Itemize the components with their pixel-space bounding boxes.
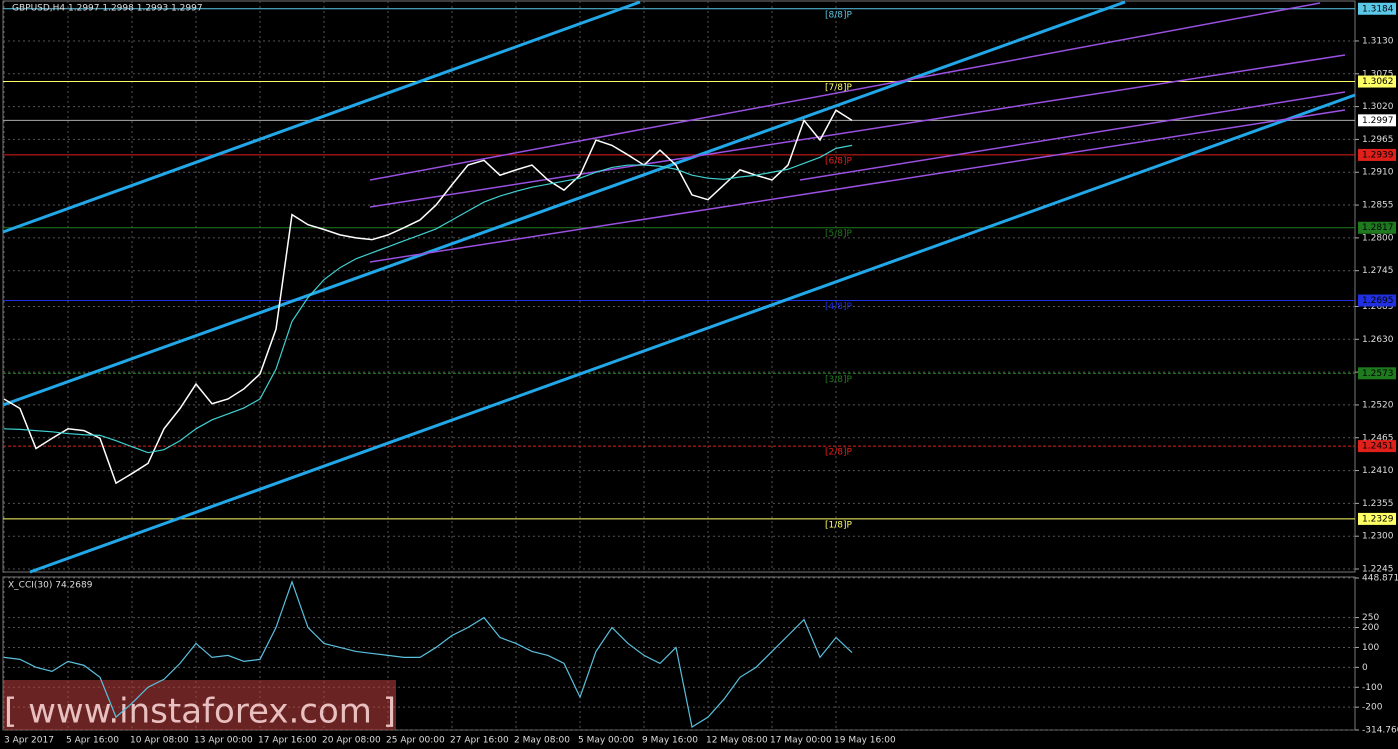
y-tick-label: 1.3020 [1362, 102, 1394, 112]
murrey-label: [3/8]P [825, 375, 853, 385]
x-tick-label: 10 Apr 08:00 [130, 736, 189, 746]
x-tick-label: 3 Apr 2017 [4, 736, 54, 746]
y-tick-label: 1.3130 [1362, 36, 1394, 46]
x-tick-label: 19 May 16:00 [834, 736, 896, 746]
y-tick-label: 1.2355 [1362, 499, 1394, 509]
y-tick-label: 1.2800 [1362, 233, 1394, 243]
price-line [3, 109, 853, 485]
y-tick-label: -314.7609 [1362, 726, 1398, 736]
price-box-label: 1.3062 [1362, 77, 1394, 87]
channel-line [369, 109, 1346, 263]
channel-line [2, 0, 1126, 407]
y-tick-label: 1.2745 [1362, 266, 1394, 276]
murrey-label: [4/8]P [825, 302, 853, 312]
y-tick-label: -200 [1362, 703, 1383, 713]
y-tick-label: 100 [1362, 643, 1379, 653]
price-box-label: 1.2573 [1362, 369, 1394, 379]
x-tick-label: 17 May 00:00 [770, 736, 832, 746]
price-box [1358, 221, 1396, 234]
murrey-label: [1/8]P [825, 520, 853, 530]
watermark-box [3, 680, 396, 730]
y-tick-label: 1.2965 [1362, 135, 1394, 145]
murrey-label: [8/8]P [825, 10, 853, 20]
x-tick-label: 20 Apr 08:00 [322, 736, 381, 746]
price-box [1358, 294, 1396, 307]
murrey-label: [2/8]P [825, 448, 853, 458]
regression-channel [369, 2, 1346, 263]
price-box-label: 1.3184 [1362, 4, 1394, 14]
price-box-label: 1.2817 [1362, 223, 1394, 233]
y-tick-label: 1.2300 [1362, 532, 1394, 542]
price-box [1358, 440, 1396, 453]
channel-line [369, 54, 1346, 208]
price-box [1358, 114, 1396, 127]
y-tick-label: 1.2465 [1362, 433, 1394, 443]
murrey-label: [7/8]P [825, 83, 853, 93]
y-tick-label: 1.2245 [1362, 565, 1394, 575]
y-tick-label: 1.2910 [1362, 168, 1394, 178]
channel-line [2, 0, 641, 234]
price-box-label: 1.2939 [1362, 150, 1394, 160]
price-box-label: 1.2997 [1362, 116, 1394, 126]
channel-line [29, 93, 1356, 574]
price-box-label: 1.2695 [1362, 296, 1394, 306]
x-tick-label: 25 Apr 00:00 [386, 736, 445, 746]
y-tick-label: 1.3075 [1362, 69, 1394, 79]
price-box [1358, 75, 1396, 88]
y-tick-label: 448.8716 [1362, 574, 1398, 584]
cci-title: X_CCI(30) 74.2689 [8, 581, 93, 591]
channel [2, 0, 1356, 574]
price-box [1358, 2, 1396, 15]
x-tick-label: 2 May 08:00 [514, 736, 570, 746]
channel-line [799, 91, 1346, 181]
x-tick-label: 12 May 08:00 [706, 736, 768, 746]
y-tick-label: 1.2685 [1362, 302, 1394, 312]
cci-line [3, 579, 853, 729]
x-tick-label: 17 Apr 16:00 [258, 736, 317, 746]
price-box [1358, 367, 1396, 380]
price-box [1358, 512, 1396, 525]
x-tick-label: 13 Apr 00:00 [194, 736, 253, 746]
price-box [1358, 148, 1396, 161]
y-tick-label: 250 [1362, 613, 1379, 623]
x-tick-label: 9 May 16:00 [642, 736, 698, 746]
y-tick-label: 1.2520 [1362, 400, 1394, 410]
y-tick-label: 1.2630 [1362, 335, 1394, 345]
moving-average [3, 144, 853, 454]
watermark: [ www.instaforex.com ] [4, 692, 396, 732]
murrey-label: [6/8]P [825, 156, 853, 166]
price-box-label: 1.2329 [1362, 514, 1394, 524]
y-tick-label: -100 [1362, 683, 1383, 693]
channel-line [369, 2, 1321, 181]
y-tick-label: 1.2410 [1362, 466, 1394, 476]
main-frame [2, 0, 1356, 573]
y-tick-label: 0 [1362, 663, 1368, 673]
murrey-label: [5/8]P [825, 229, 853, 239]
chart-title: GBPUSD,H4 1.2997 1.2998 1.2993 1.2997 [12, 4, 203, 14]
x-tick-label: 5 Apr 16:00 [66, 736, 119, 746]
price-box-label: 1.2451 [1362, 442, 1394, 452]
y-tick-label: 200 [1362, 623, 1379, 633]
x-tick-label: 5 May 00:00 [578, 736, 634, 746]
x-tick-label: 27 Apr 16:00 [450, 736, 509, 746]
y-tick-label: 1.2855 [1362, 201, 1394, 211]
